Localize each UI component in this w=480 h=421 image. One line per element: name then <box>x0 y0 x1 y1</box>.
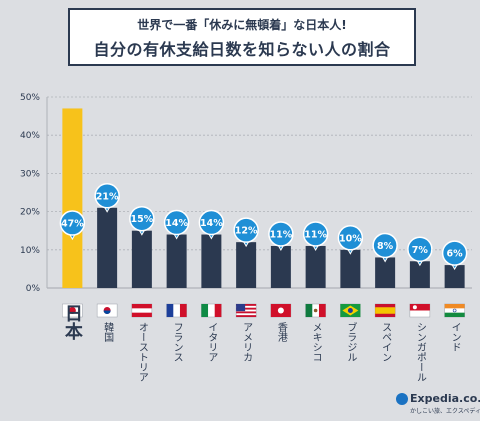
value-bubble-9: 10% <box>337 225 364 255</box>
data-label: 14% <box>165 218 188 229</box>
bubble-circle <box>407 236 433 263</box>
y-tick-label: 50% <box>20 93 40 103</box>
value-bubble-4: 14% <box>163 209 190 240</box>
value-bubble-7: 11% <box>268 221 294 251</box>
bar-chart: 0% 10% 20% 30% 40% 50% 47% 日本 21% 韓国 15% オーストリア 14% フ… <box>20 93 472 382</box>
bubble-circle <box>337 225 364 251</box>
value-bubble-12: 6% <box>441 240 468 271</box>
bubble-circle <box>233 217 259 243</box>
data-label: 8% <box>377 241 394 252</box>
data-label: 11% <box>270 229 293 240</box>
data-label: 47% <box>61 219 84 230</box>
data-label: 11% <box>304 229 327 240</box>
bubble-circle <box>268 221 294 247</box>
bar-10 <box>375 257 396 288</box>
bar-9 <box>340 249 361 288</box>
korea-flag-icon <box>96 303 118 318</box>
bubble-circle <box>372 232 398 259</box>
logo-tagline: かしこい旅、エクスペディア <box>410 408 480 415</box>
italy-flag-icon <box>201 303 222 318</box>
bubble-circle <box>441 240 468 266</box>
expedia-logo: Expedia.co.jp かしこい旅、エクスペディア <box>396 392 480 418</box>
value-bubble-8: 11% <box>302 221 329 251</box>
japan-flag-icon <box>62 303 83 318</box>
category-label: 日本 <box>62 304 83 341</box>
y-tick-label: 20% <box>20 208 40 218</box>
category-label: イタリア <box>206 322 218 362</box>
austria-flag-icon <box>131 303 153 318</box>
data-label: 10% <box>339 233 362 244</box>
category-label: 香港 <box>275 322 287 342</box>
singapore-flag-icon <box>409 303 431 318</box>
bar-6 <box>236 242 257 288</box>
category-label: メキシコ <box>310 322 321 362</box>
category-label: スペイン <box>380 322 392 362</box>
value-bubble-11: 7% <box>407 236 433 267</box>
logo-text: Expedia.co.jp <box>410 392 480 405</box>
bubble-circle <box>94 183 120 209</box>
bar-11 <box>409 261 430 288</box>
category-label: インド <box>449 322 461 352</box>
y-tick-label: 0% <box>26 284 41 294</box>
value-bubble-6: 12% <box>233 217 259 248</box>
value-bubble-1: 47% <box>59 210 86 241</box>
logo-mark-icon <box>396 393 408 405</box>
category-label: ブラジル <box>345 321 357 362</box>
bubble-circle <box>302 221 329 247</box>
value-bubble-2: 21% <box>94 183 120 213</box>
france-flag-icon <box>166 303 187 318</box>
category-label: シンガポール <box>414 322 426 382</box>
data-label: 12% <box>235 226 258 237</box>
title-box: 世界で一番「休みに無頓着」な日本人! 自分の有休支給日数を知らない人の割合 <box>68 8 416 66</box>
chart-title-line1: 世界で一番「休みに無頓着」な日本人! <box>137 18 347 32</box>
chart-title-line2: 自分の有休支給日数を知らない人の割合 <box>93 40 391 59</box>
bar-7 <box>270 245 291 288</box>
bubble-circle <box>163 209 190 236</box>
category-label: フランス <box>171 322 182 362</box>
brazil-flag-icon <box>340 303 361 318</box>
hongkong-flag-icon <box>270 303 292 318</box>
data-label: 21% <box>96 191 119 202</box>
mexico-flag-icon <box>305 303 326 318</box>
y-tick-label: 30% <box>20 169 40 179</box>
spain-flag-icon <box>374 303 396 318</box>
category-label: 韓国 <box>102 322 114 343</box>
bar-8 <box>305 245 326 288</box>
india-flag-icon <box>444 303 465 318</box>
value-bubble-10: 8% <box>372 232 398 263</box>
value-bubble-3: 15% <box>129 205 155 236</box>
bar-12 <box>444 265 465 288</box>
data-label: 7% <box>412 245 429 256</box>
usa-flag-icon <box>235 303 257 318</box>
bar-2 <box>97 207 118 288</box>
bubble-circle <box>198 209 225 236</box>
category-label: オーストリア <box>136 322 147 382</box>
bubble-circle <box>129 205 155 232</box>
bar-4 <box>166 234 187 288</box>
bar-5 <box>201 234 222 288</box>
data-label: 14% <box>200 218 223 229</box>
bar-3 <box>131 230 152 288</box>
data-label: 6% <box>447 249 464 260</box>
y-tick-label: 40% <box>20 131 40 141</box>
bubble-circle <box>59 210 86 236</box>
value-bubble-5: 14% <box>198 209 225 240</box>
category-label: アメリカ <box>241 322 252 362</box>
data-label: 15% <box>131 214 154 225</box>
bar-1 <box>62 108 83 289</box>
y-tick-label: 10% <box>20 246 40 256</box>
